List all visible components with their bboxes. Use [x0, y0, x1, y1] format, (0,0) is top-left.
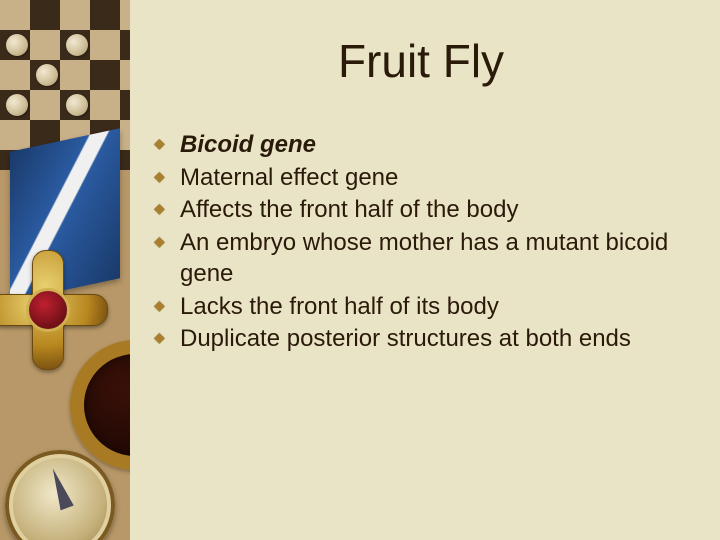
list-item: Duplicate posterior structures at both e… — [150, 324, 692, 355]
bullet-text: Bicoid gene — [180, 131, 316, 158]
bullet-text: Duplicate posterior structures at both e… — [180, 325, 631, 352]
decorative-sidebar — [0, 0, 130, 540]
bullet-list: Bicoid gene Maternal effect gene Affects… — [150, 130, 692, 355]
slide-title: Fruit Fly — [150, 34, 692, 88]
list-item: Maternal effect gene — [150, 163, 692, 194]
bullet-text: An embryo whose mother has a mutant bico… — [180, 229, 668, 287]
list-item: An embryo whose mother has a mutant bico… — [150, 228, 692, 289]
bullet-text: Maternal effect gene — [180, 164, 398, 191]
list-item: Lacks the front half of its body — [150, 292, 692, 323]
medal-cross-graphic — [0, 250, 108, 370]
bullet-text: Affects the front half of the body — [180, 196, 518, 223]
compass-graphic — [5, 450, 115, 540]
slide-content: Fruit Fly Bicoid gene Maternal effect ge… — [130, 0, 720, 540]
list-item: Affects the front half of the body — [150, 195, 692, 226]
bullet-text: Lacks the front half of its body — [180, 293, 499, 320]
list-item: Bicoid gene — [150, 130, 692, 161]
